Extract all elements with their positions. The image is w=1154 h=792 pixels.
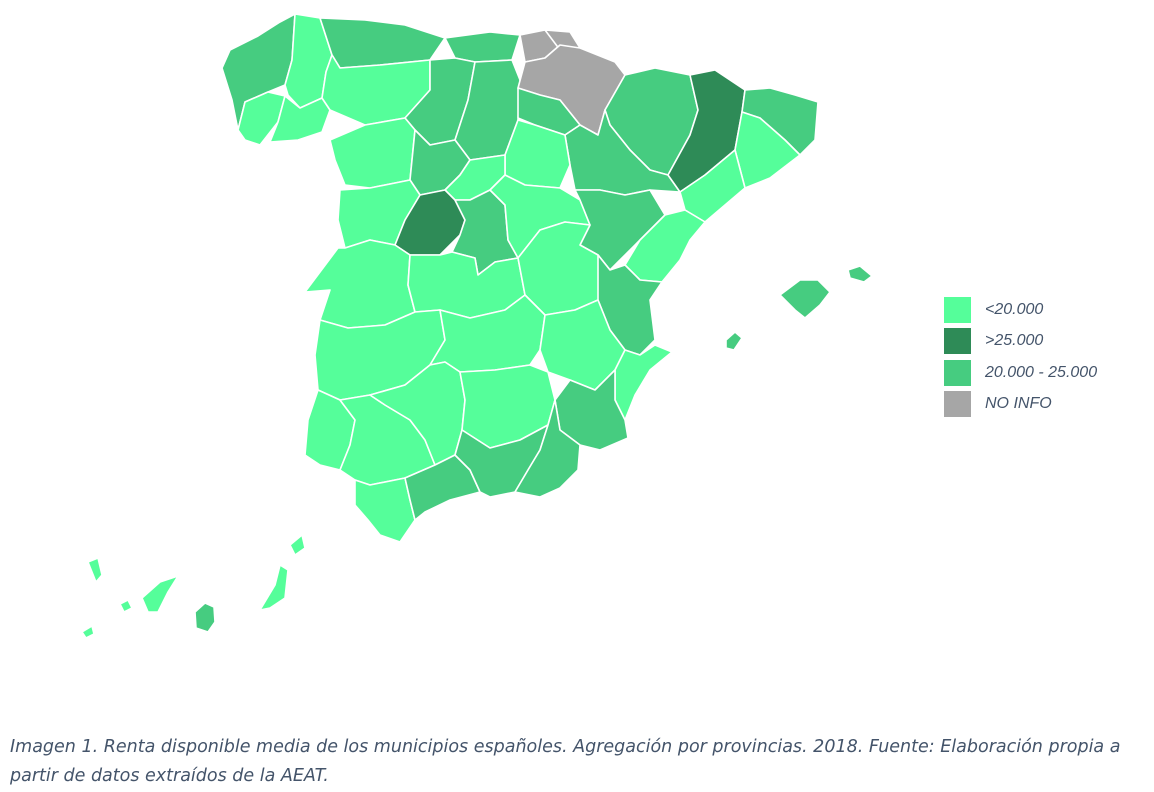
legend-label: NO INFO [985, 395, 1052, 413]
province-tarragona [679, 149, 746, 223]
legend-item-lt20000: <20.000 [944, 294, 1097, 326]
province-mallorca [779, 279, 831, 319]
legend-swatch [944, 328, 971, 355]
legend-swatch [944, 359, 971, 386]
legend-label: 20.000 - 25.000 [985, 363, 1098, 381]
island-lanzarote [289, 534, 306, 556]
island-menorca [847, 265, 873, 283]
legend-item-mid: 20.000 - 25.000 [944, 357, 1097, 389]
province-a-coruna [221, 13, 296, 131]
province-castellon [624, 209, 706, 283]
legend-swatch [944, 296, 971, 323]
province-caceres [304, 239, 416, 329]
island-la-gomera [119, 599, 133, 613]
island-ibiza [725, 331, 743, 351]
island-el-hierro [81, 625, 95, 639]
legend-item-gt25000: >25.000 [944, 326, 1097, 358]
province-zamora [329, 117, 416, 189]
island-fuerteventura [259, 564, 289, 611]
island-tenerife [141, 575, 179, 613]
figure-caption: Imagen 1. Renta disponible media de los … [10, 737, 1121, 786]
legend-label: <20.000 [985, 300, 1044, 318]
province-cadiz [354, 477, 416, 543]
province-malaga [404, 454, 481, 521]
province-alicante [614, 344, 673, 421]
map-legend: <20.000 >25.000 20.000 - 25.000 NO INFO [944, 294, 1097, 420]
island-la-palma [87, 557, 103, 583]
island-gran-canaria [194, 602, 216, 633]
province-almeria [514, 399, 581, 498]
legend-swatch [944, 391, 971, 418]
legend-item-noinfo: NO INFO [944, 389, 1097, 421]
spain-province-map [81, 13, 873, 639]
legend-label: >25.000 [985, 332, 1044, 350]
province-avila [394, 189, 466, 256]
